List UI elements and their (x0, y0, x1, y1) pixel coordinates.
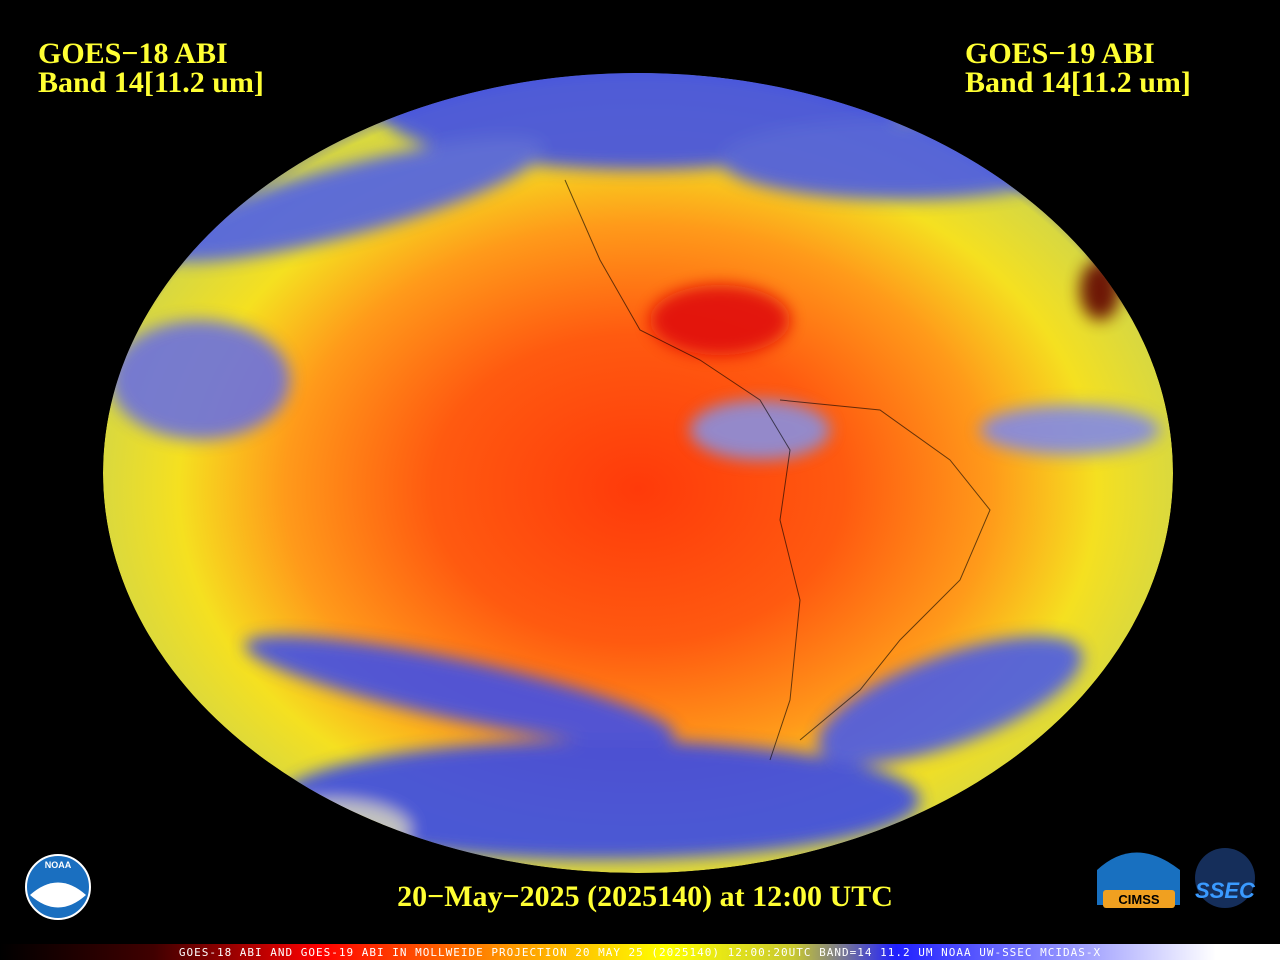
left-band: Band 14[11.2 um] (38, 66, 264, 99)
right-title: GOES−19 ABI (965, 37, 1155, 70)
right-band: Band 14[11.2 um] (965, 66, 1191, 99)
cimss-logo: CIMSS (1097, 852, 1180, 908)
left-title: GOES−18 ABI (38, 37, 228, 70)
caption: GOES-18 ABI AND GOES-19 ABI IN MOLLWEIDE… (179, 946, 1101, 959)
date-label: 20−May−2025 (2025140) at 12:00 UTC (397, 880, 893, 913)
cimss-text: CIMSS (1118, 892, 1160, 907)
ssec-logo: SSEC (1195, 848, 1256, 908)
noaa-logo: NOAA (25, 854, 91, 920)
noaa-text: NOAA (45, 860, 72, 870)
color-bar (0, 944, 1280, 960)
ssec-text: SSEC (1195, 878, 1256, 903)
